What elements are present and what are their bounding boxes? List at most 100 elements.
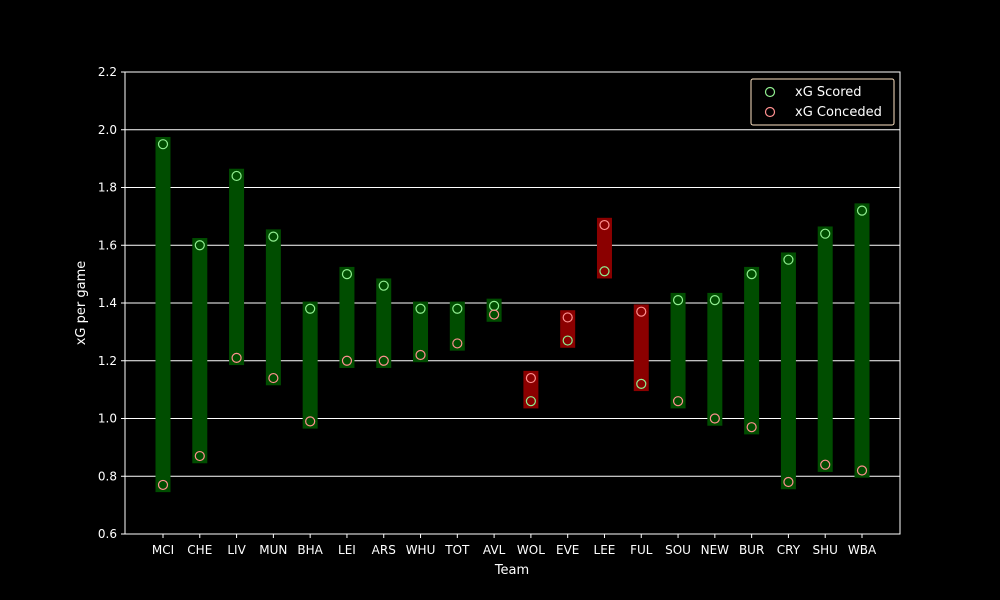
range-bar-lei <box>339 266 355 368</box>
x-tick-label-sou: SOU <box>665 543 691 557</box>
marker-scored-shu <box>820 228 831 239</box>
x-tick-label-lei: LEI <box>338 543 356 557</box>
range-bar-whu <box>413 301 429 363</box>
x-axis-label: Team <box>494 563 529 578</box>
marker-conceded-lee <box>599 219 610 231</box>
x-axis-ticks: MCI CHE LIV MUN BHA LEI ARS WHU TOT AVL WOL EVE LEE F… <box>152 534 877 557</box>
marker-scored-ars <box>378 280 389 291</box>
marker-scored-mun <box>268 231 279 242</box>
marker-scored-wba <box>856 205 868 216</box>
range-bar-sou <box>670 292 686 409</box>
marker-conceded-lei <box>341 355 353 366</box>
x-tick-label-liv: LIV <box>227 543 246 557</box>
y-tick-label: 1.4 <box>98 296 117 310</box>
y-tick-label: 1.8 <box>98 181 117 195</box>
x-tick-label-wol: WOL <box>517 543 545 557</box>
y-axis-label: xG per game <box>74 261 89 346</box>
range-bar-mun <box>265 229 281 386</box>
marker-scored-che <box>194 240 205 251</box>
y-tick-label: 1.2 <box>98 354 117 368</box>
x-tick-label-whu: WHU <box>406 543 436 557</box>
marker-conceded-mci <box>157 479 169 491</box>
marker-conceded-ful <box>636 306 647 317</box>
x-tick-label-eve: EVE <box>556 543 579 557</box>
legend-label-conceded: xG Conceded <box>795 105 882 120</box>
range-bar-wba <box>854 203 870 478</box>
marker-conceded-shu <box>820 459 831 470</box>
y-tick-label: 2.0 <box>98 123 117 137</box>
marker-conceded-mun <box>268 372 279 384</box>
legend: xG Scored xG Conceded <box>750 78 895 126</box>
marker-scored-sou <box>672 295 684 306</box>
legend-marker-conceded <box>764 106 776 118</box>
marker-conceded-new <box>709 413 720 424</box>
marker-conceded-tot <box>452 338 463 349</box>
range-bar-wol <box>523 370 539 409</box>
marker-scored-lei <box>341 269 353 280</box>
marker-conceded-wba <box>856 465 868 476</box>
marker-scored-new <box>709 295 720 306</box>
marker-scored-wol <box>525 396 536 407</box>
x-tick-label-mci: MCI <box>152 543 174 557</box>
y-tick-label: 0.6 <box>98 527 117 541</box>
range-bar-tot <box>449 301 465 351</box>
marker-scored-liv <box>231 170 242 182</box>
x-tick-label-shu: SHU <box>812 543 837 557</box>
x-tick-label-new: NEW <box>701 543 730 557</box>
marker-conceded-bha <box>305 416 316 427</box>
marker-conceded-bur <box>746 422 757 433</box>
x-tick-label-lee: LEE <box>594 543 616 557</box>
marker-scored-cry <box>783 254 794 265</box>
marker-conceded-cry <box>783 476 794 488</box>
y-tick-label: 1.6 <box>98 238 117 252</box>
range-bar-shu <box>817 226 833 472</box>
range-bar-lee <box>596 217 612 279</box>
marker-scored-bur <box>746 269 757 280</box>
x-tick-label-ars: ARS <box>372 543 396 557</box>
range-bar-eve <box>560 310 576 348</box>
x-tick-label-che: CHE <box>187 543 212 557</box>
legend-box <box>750 78 895 126</box>
range-bar-ars <box>376 278 392 368</box>
marker-scored-tot <box>452 303 463 314</box>
x-tick-label-bha: BHA <box>297 543 323 557</box>
range-bars <box>155 136 870 493</box>
x-tick-label-ful: FUL <box>630 543 653 557</box>
y-tick-label: 2.2 <box>98 65 117 79</box>
data-markers <box>157 139 868 491</box>
y-tick-label: 1.0 <box>98 412 117 426</box>
marker-scored-mci <box>157 139 169 150</box>
y-tick-label: 0.8 <box>98 469 117 483</box>
marker-scored-whu <box>415 303 426 314</box>
x-tick-label-cry: CRY <box>777 543 801 557</box>
marker-scored-lee <box>599 266 610 277</box>
range-bar-new <box>707 292 723 426</box>
x-tick-label-bur: BUR <box>739 543 764 557</box>
range-bar-bha <box>302 301 318 429</box>
range-bar-mci <box>155 136 171 493</box>
legend-marker-scored <box>764 86 776 98</box>
marker-scored-ful <box>636 378 647 389</box>
marker-conceded-avl <box>489 309 500 320</box>
marker-scored-bha <box>305 303 316 314</box>
range-bar-bur <box>744 266 760 435</box>
legend-label-scored: xG Scored <box>795 85 862 100</box>
marker-conceded-ars <box>378 355 389 366</box>
x-tick-label-mun: MUN <box>259 543 287 557</box>
range-bar-ful <box>633 304 649 392</box>
y-axis-ticks: 0.6 0.8 1.0 1.2 1.4 1.6 1.8 2.0 2.2 <box>98 65 125 541</box>
range-bar-liv <box>229 168 245 366</box>
marker-conceded-sou <box>672 396 684 407</box>
x-tick-label-avl: AVL <box>483 543 506 557</box>
range-bar-cry <box>780 252 796 490</box>
marker-conceded-wol <box>525 372 536 384</box>
x-tick-label-tot: TOT <box>444 543 470 557</box>
x-tick-label-wba: WBA <box>848 543 877 557</box>
marker-conceded-che <box>194 450 205 462</box>
range-bar-che <box>192 238 208 464</box>
marker-conceded-liv <box>231 352 242 363</box>
marker-conceded-whu <box>415 349 426 361</box>
marker-conceded-eve <box>562 312 573 323</box>
marker-scored-eve <box>562 335 573 346</box>
